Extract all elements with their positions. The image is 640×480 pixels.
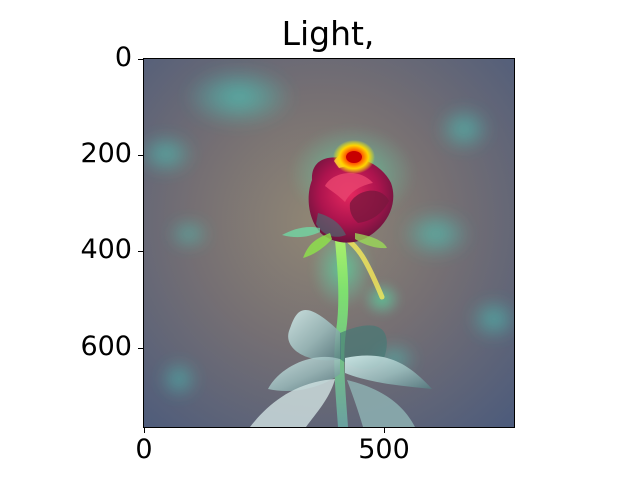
y-axis-tick-200 <box>138 155 144 156</box>
rose-heatmap-illustration <box>144 59 514 427</box>
x-axis-label-500: 500 <box>358 434 410 465</box>
x-axis-tick-0 <box>144 427 145 433</box>
heatmap-image <box>144 59 514 427</box>
y-axis-label-600: 600 <box>80 331 132 362</box>
x-axis-tick-500 <box>384 427 385 433</box>
y-axis-tick-400 <box>138 251 144 252</box>
figure-title: Light, <box>281 14 375 53</box>
y-axis-tick-600 <box>138 348 144 349</box>
y-axis-tick-0 <box>138 59 144 60</box>
x-axis-label-0: 0 <box>135 434 153 465</box>
y-axis-label-200: 200 <box>80 138 132 169</box>
y-axis-label-0: 0 <box>114 42 132 73</box>
y-axis-label-400: 400 <box>80 234 132 265</box>
